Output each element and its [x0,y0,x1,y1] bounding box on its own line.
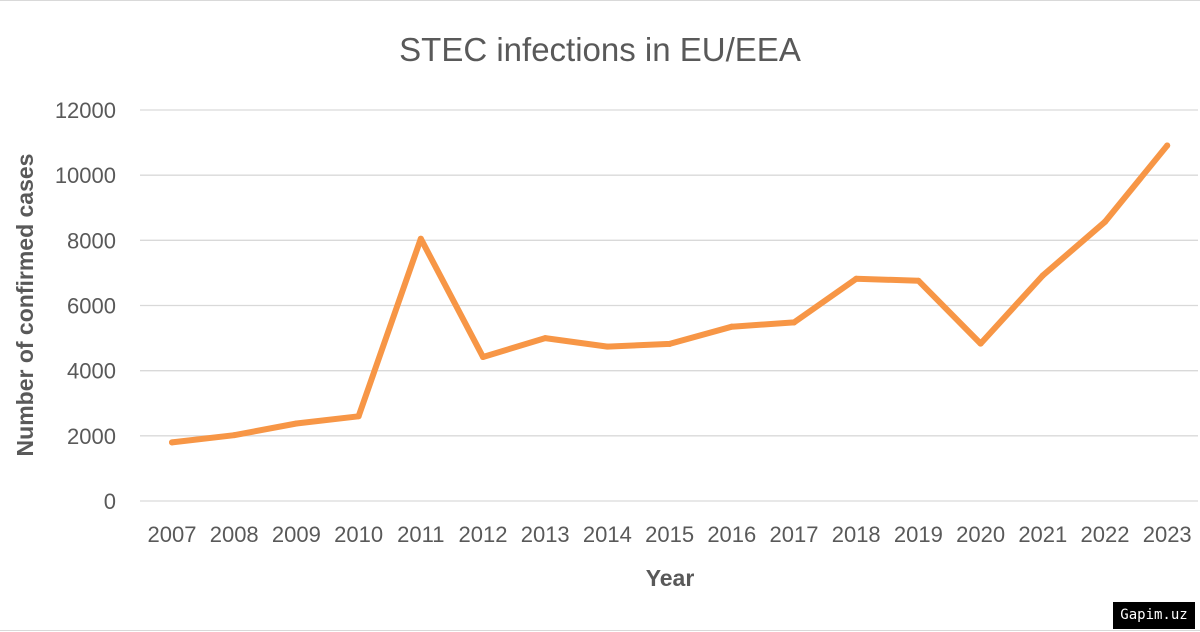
data-point-2014 [604,343,611,350]
data-point-2016 [728,323,735,330]
series-line-0 [169,142,1171,446]
data-point-2009 [293,420,300,427]
data-point-2019 [915,277,922,284]
x-tick-labels: 2007 2008 2009 2010 2011 2012 2013 2014 2015 2016… [148,522,1192,547]
y-tick-label: 4000 [67,359,116,384]
y-tick-label: 6000 [67,294,116,319]
x-tick-label: 2021 [1018,522,1067,547]
y-tick-label: 2000 [67,424,116,449]
data-point-2015 [666,340,673,347]
x-tick-label: 2023 [1143,522,1192,547]
x-tick-label: 2010 [334,522,383,547]
y-tick-label: 12000 [55,98,116,123]
x-tick-label: 2019 [894,522,943,547]
x-tick-label: 2008 [210,522,259,547]
y-tick-label: 0 [104,489,116,514]
data-point-2011 [417,235,424,242]
x-tick-label: 2018 [832,522,881,547]
x-tick-label: 2020 [956,522,1005,547]
x-tick-label: 2007 [148,522,197,547]
data-point-2018 [853,275,860,282]
y-tick-label: 10000 [55,163,116,188]
x-tick-label: 2009 [272,522,321,547]
y-tick-label: 8000 [67,228,116,253]
x-tick-label: 2013 [521,522,570,547]
x-tick-label: 2022 [1081,522,1130,547]
data-point-2012 [480,353,486,360]
chart-title: STEC infections in EU/EEA [399,31,801,68]
gridlines [140,109,1198,502]
x-tick-label: 2017 [770,522,819,547]
x-tick-label: 2015 [645,522,694,547]
data-point-2023 [1164,142,1171,149]
x-tick-label: 2011 [397,522,444,547]
data-point-2013 [542,335,549,342]
data-point-2010 [355,413,362,420]
series-group [169,142,1171,446]
data-point-2017 [791,319,797,326]
x-axis-title: Year [646,565,695,591]
data-point-2007 [169,439,175,446]
watermark-badge: Gapim.uz [1113,602,1195,629]
data-point-2022 [1102,218,1108,225]
y-tick-labels: 0 2000 4000 6000 8000 10000 12000 [55,98,116,514]
y-axis-title: Number of confirmed cases [12,154,38,457]
x-tick-label: 2016 [707,522,756,547]
x-tick-label: 2014 [583,522,632,547]
x-tick-label: 2012 [459,522,508,547]
data-point-2021 [1039,272,1046,279]
data-point-2020 [977,340,984,347]
data-point-2008 [231,432,238,439]
